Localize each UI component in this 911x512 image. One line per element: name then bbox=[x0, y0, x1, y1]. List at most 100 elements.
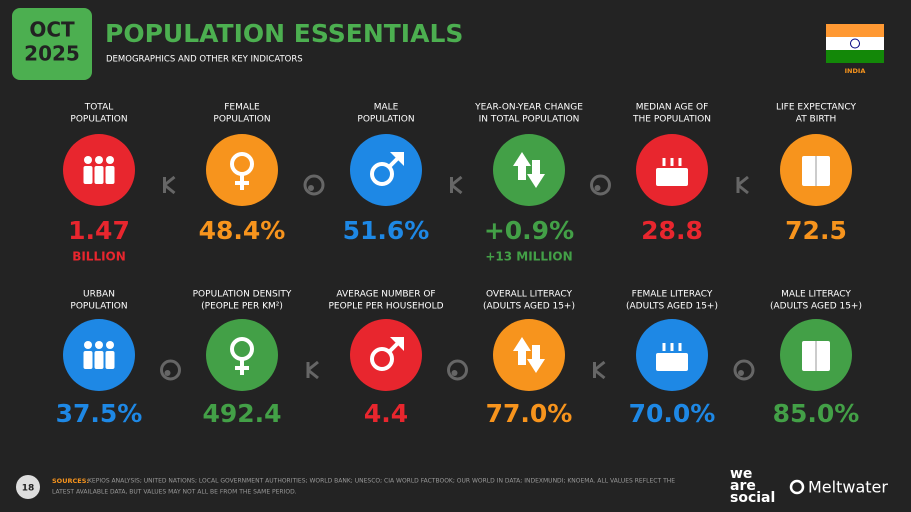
tile-icon bbox=[780, 319, 852, 391]
tile-label: POPULATION bbox=[357, 115, 414, 125]
separator-logo bbox=[306, 360, 319, 380]
tile-label: (ADULTS AGED 15+) bbox=[626, 302, 718, 312]
tile-label: THE POPULATION bbox=[632, 115, 711, 125]
tile-icon bbox=[63, 134, 135, 206]
page-badge bbox=[16, 475, 40, 499]
separator-logo bbox=[590, 174, 611, 196]
tile-label: MALE LITERACY bbox=[781, 290, 851, 300]
tile-label: MEDIAN AGE OF bbox=[636, 103, 709, 113]
separator-logo bbox=[450, 175, 463, 195]
icon-part bbox=[84, 341, 92, 349]
tile-value: 72.5 bbox=[785, 216, 847, 245]
tile-label: AVERAGE NUMBER OF bbox=[336, 290, 435, 300]
title: POPULATION ESSENTIALS bbox=[105, 19, 463, 48]
tile-value: 85.0% bbox=[773, 399, 860, 428]
icon-part bbox=[370, 347, 394, 371]
separator-shape bbox=[447, 359, 468, 381]
icon-part bbox=[656, 168, 688, 186]
tile-label: POPULATION bbox=[213, 115, 270, 125]
separator-shape bbox=[593, 360, 606, 380]
icon-part bbox=[670, 158, 674, 166]
flag bbox=[826, 24, 884, 63]
icon-part bbox=[94, 351, 104, 369]
sources-text: KEPIOS ANALYSIS; UNITED NATIONS; LOCAL G… bbox=[88, 478, 675, 485]
icon-part bbox=[105, 351, 115, 369]
tile-label: LIFE EXPECTANCY bbox=[776, 103, 856, 113]
separator-shape bbox=[738, 370, 744, 376]
tile-sublabel: BILLION bbox=[72, 250, 126, 264]
separator-shape bbox=[164, 370, 171, 376]
tile-value: 48.4% bbox=[199, 216, 286, 245]
tile-label: TOTAL bbox=[84, 103, 114, 113]
icon-part bbox=[94, 166, 104, 184]
tile-icon bbox=[63, 319, 135, 391]
separator-logo bbox=[160, 359, 181, 381]
tile-value: 4.4 bbox=[364, 399, 408, 428]
separator-shape bbox=[450, 175, 463, 195]
tile-label: (ADULTS AGED 15+) bbox=[770, 302, 862, 312]
separator-shape bbox=[594, 185, 601, 191]
tile-icon bbox=[206, 134, 278, 206]
icon-circle bbox=[350, 134, 422, 206]
date-badge bbox=[12, 8, 92, 80]
tile-icon bbox=[636, 319, 708, 391]
tile-value: 51.6% bbox=[343, 216, 430, 245]
meltwater-logo bbox=[789, 479, 805, 495]
tile-icon bbox=[636, 134, 708, 206]
separator-shape bbox=[163, 175, 176, 195]
icon-part bbox=[105, 166, 115, 184]
icon-part bbox=[95, 156, 103, 164]
separator-shape bbox=[451, 370, 458, 376]
tile-value: 77.0% bbox=[486, 399, 573, 428]
brand-line: are bbox=[730, 478, 756, 494]
tile-label: (ADULTS AGED 15+) bbox=[483, 302, 575, 312]
icon-part bbox=[656, 353, 688, 371]
tile-value: +0.9% bbox=[484, 216, 574, 245]
tile-label: POPULATION DENSITY bbox=[193, 290, 292, 300]
icon-circle bbox=[350, 319, 422, 391]
icon-part bbox=[513, 337, 545, 373]
tile-label: IN TOTAL POPULATION bbox=[479, 115, 580, 125]
icon-part bbox=[84, 156, 92, 164]
separator-shape bbox=[306, 360, 319, 380]
tile-value: 1.47 bbox=[68, 216, 130, 245]
tile-label: FEMALE bbox=[224, 103, 260, 113]
tile-icon bbox=[780, 134, 852, 206]
tile-label: OVERALL LITERACY bbox=[486, 290, 573, 300]
tile-label: AT BIRTH bbox=[796, 115, 837, 125]
month: OCT bbox=[29, 18, 75, 42]
icon-circle bbox=[206, 319, 278, 391]
icon-part bbox=[662, 158, 666, 166]
separator-shape bbox=[590, 174, 611, 196]
icon-part bbox=[83, 351, 93, 369]
tile-icon bbox=[493, 134, 565, 206]
separator-shape bbox=[160, 359, 181, 381]
subtitle: DEMOGRAPHICS AND OTHER KEY INDICATORS bbox=[106, 55, 303, 65]
icon-part bbox=[513, 152, 545, 188]
tile-value: 492.4 bbox=[202, 399, 281, 428]
brand-name: Meltwater bbox=[808, 478, 888, 497]
icon-part bbox=[390, 337, 404, 351]
icon-circle bbox=[493, 319, 565, 391]
separator-shape bbox=[308, 185, 314, 191]
icon-part bbox=[678, 343, 682, 351]
icon-part bbox=[370, 162, 394, 186]
icon-part bbox=[678, 158, 682, 166]
tile-label: PEOPLE PER HOUSEHOLD bbox=[328, 302, 443, 312]
brand-line: we bbox=[730, 466, 752, 482]
separator-logo bbox=[733, 359, 755, 381]
tile-value: 70.0% bbox=[629, 399, 716, 428]
icon-part bbox=[95, 341, 103, 349]
tile-label: FEMALE LITERACY bbox=[632, 290, 713, 300]
country: INDIA bbox=[845, 67, 866, 75]
separator-logo bbox=[593, 360, 606, 380]
separator-shape bbox=[303, 174, 325, 196]
icon-part bbox=[662, 343, 666, 351]
tile-icon bbox=[350, 319, 422, 391]
sources-text: LATEST AVAILABLE DATA, BUT VALUES MAY NO… bbox=[52, 489, 297, 496]
separator-shape bbox=[733, 359, 755, 381]
tile-label: (PEOPLE PER KM²) bbox=[201, 302, 283, 312]
separator-logo bbox=[447, 359, 468, 381]
tile-sublabel: +13 MILLION bbox=[485, 250, 572, 264]
